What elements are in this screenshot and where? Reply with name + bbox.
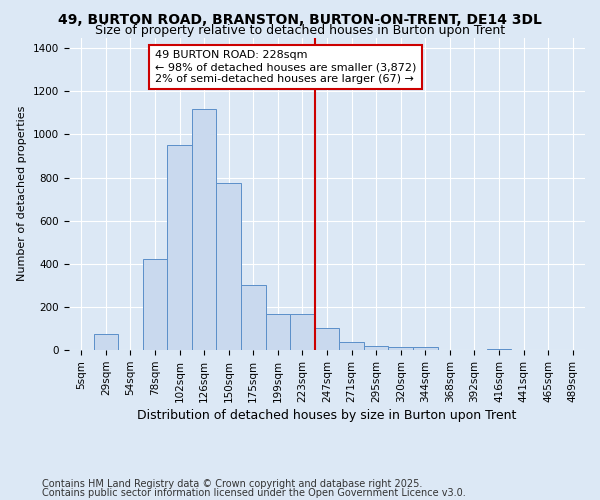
Bar [413,347,437,350]
Bar [94,334,118,350]
Bar [364,346,388,350]
Y-axis label: Number of detached properties: Number of detached properties [17,106,28,282]
Bar [241,286,266,350]
Text: Size of property relative to detached houses in Burton upon Trent: Size of property relative to detached ho… [95,24,505,37]
Bar [339,342,364,350]
Bar [143,260,167,350]
Bar [266,314,290,350]
X-axis label: Distribution of detached houses by size in Burton upon Trent: Distribution of detached houses by size … [137,409,517,422]
Bar [290,314,315,350]
Bar [388,347,413,350]
Bar [217,183,241,350]
Bar [487,349,511,350]
Bar [167,146,192,350]
Text: 49 BURTON ROAD: 228sqm
← 98% of detached houses are smaller (3,872)
2% of semi-d: 49 BURTON ROAD: 228sqm ← 98% of detached… [155,50,416,84]
Text: Contains public sector information licensed under the Open Government Licence v3: Contains public sector information licen… [42,488,466,498]
Text: 49, BURTON ROAD, BRANSTON, BURTON-ON-TRENT, DE14 3DL: 49, BURTON ROAD, BRANSTON, BURTON-ON-TRE… [58,12,542,26]
Bar [192,108,217,350]
Bar [315,328,339,350]
Text: Contains HM Land Registry data © Crown copyright and database right 2025.: Contains HM Land Registry data © Crown c… [42,479,422,489]
